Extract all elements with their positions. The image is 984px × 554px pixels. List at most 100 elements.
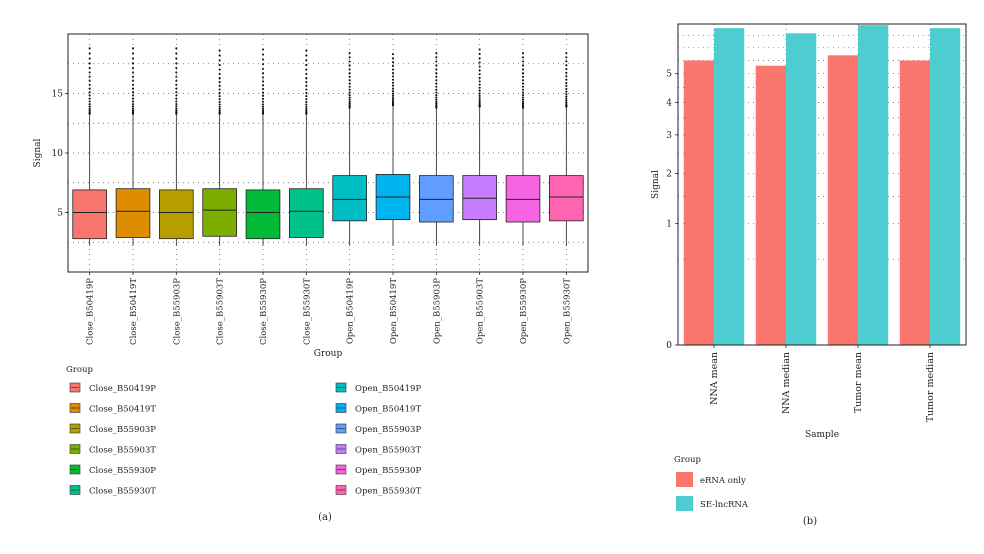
box-outlier bbox=[348, 79, 351, 82]
box-outlier bbox=[521, 102, 525, 105]
box-outlier bbox=[348, 60, 351, 63]
box-outlier bbox=[305, 100, 308, 104]
box-Close_B55903P bbox=[159, 189, 194, 240]
box-outlier bbox=[521, 75, 525, 78]
box-outlier bbox=[391, 92, 395, 95]
box-outlier bbox=[391, 72, 395, 75]
box-outlier bbox=[391, 90, 395, 93]
box-outlier bbox=[478, 80, 481, 83]
legend-label: Open_B55930T bbox=[355, 487, 421, 497]
box-outlier bbox=[175, 52, 178, 55]
box-outlier bbox=[131, 71, 135, 74]
legend-label: Open_B50419P bbox=[355, 384, 421, 394]
box-outlier bbox=[348, 82, 351, 85]
legend-label: Open_B55903T bbox=[355, 446, 421, 456]
box-outlier bbox=[305, 111, 308, 114]
box-outlier bbox=[348, 68, 351, 71]
box-outlier bbox=[391, 94, 395, 97]
box-outlier bbox=[218, 77, 221, 80]
box-outlier bbox=[88, 47, 91, 50]
box-outlier bbox=[391, 100, 395, 103]
box-Open_B55930T bbox=[549, 175, 584, 222]
bar-SE-lncRNA-Tumor median bbox=[930, 28, 961, 345]
box-outlier bbox=[435, 102, 438, 105]
box-outlier bbox=[175, 103, 178, 106]
box-outlier bbox=[391, 81, 395, 84]
x-tick-label: Close_B55930T bbox=[302, 278, 312, 345]
bar-SE-lncRNA-NNA median bbox=[786, 33, 817, 345]
box-outlier bbox=[435, 100, 438, 103]
box-outlier bbox=[175, 83, 178, 86]
box-outlier bbox=[175, 79, 178, 82]
box-outlier bbox=[305, 72, 308, 75]
box-outlier bbox=[478, 52, 481, 56]
box-outlier bbox=[218, 88, 221, 91]
box-outlier bbox=[131, 105, 135, 108]
box-outlier bbox=[88, 100, 91, 103]
box-outlier bbox=[88, 107, 91, 110]
legend-label: Close_B55903T bbox=[89, 446, 156, 456]
box-outlier bbox=[261, 53, 265, 56]
box-outlier bbox=[88, 94, 91, 97]
box-outlier bbox=[175, 87, 178, 90]
box-outlier bbox=[435, 72, 438, 75]
box-outlier bbox=[565, 60, 568, 63]
box-outlier bbox=[565, 102, 568, 106]
box-outlier bbox=[565, 93, 568, 96]
box-outlier bbox=[435, 60, 438, 63]
box-outlier bbox=[391, 61, 395, 64]
box-outlier bbox=[348, 100, 351, 103]
bar-SE-lncRNA-Tumor mean bbox=[858, 25, 889, 345]
box-outlier bbox=[521, 96, 525, 99]
legend-title: Group bbox=[674, 455, 701, 465]
box-outlier bbox=[478, 76, 481, 79]
box-outlier bbox=[478, 73, 481, 76]
box-outlier bbox=[261, 105, 265, 108]
x-tick-label: Close_B55903T bbox=[216, 278, 226, 345]
box-outlier bbox=[218, 91, 221, 94]
box-outlier bbox=[131, 57, 135, 60]
bar-eRNA only-Tumor median bbox=[899, 60, 930, 345]
legend-label: Open_B55903P bbox=[355, 425, 421, 435]
box-outlier bbox=[348, 102, 351, 105]
box-outlier bbox=[218, 54, 221, 57]
box-outlier bbox=[305, 88, 308, 91]
box-outlier bbox=[88, 87, 91, 90]
box-outlier bbox=[478, 102, 481, 105]
box-outlier bbox=[175, 71, 178, 74]
box-outlier bbox=[131, 100, 135, 103]
box-outlier bbox=[305, 68, 308, 71]
x-tick-label: NNA mean bbox=[709, 352, 720, 405]
x-tick-label: Open_B50419P bbox=[346, 278, 356, 344]
box-outlier bbox=[565, 71, 568, 74]
box-outlier bbox=[261, 76, 265, 79]
panel-b-barchart: 0 1 2 3 4 5 Signal NNA mean NNA median Tumor mean… bbox=[651, 23, 967, 527]
box-outlier bbox=[348, 91, 351, 94]
box-outlier bbox=[88, 83, 91, 86]
box-outlier bbox=[565, 68, 568, 71]
box-Close_B50419P bbox=[72, 189, 107, 240]
legend-label: eRNA only bbox=[700, 476, 746, 486]
box-outlier bbox=[131, 94, 135, 97]
box-outlier bbox=[521, 82, 525, 85]
box-outlier bbox=[348, 75, 351, 78]
box-outlier bbox=[88, 103, 91, 106]
box-outlier bbox=[521, 68, 525, 71]
box-outlier bbox=[478, 97, 481, 100]
box-outlier bbox=[88, 75, 91, 78]
box-outlier bbox=[218, 64, 221, 67]
box-outlier bbox=[521, 64, 525, 67]
box-outlier bbox=[478, 83, 481, 86]
panel-a-boxplot: 5 10 15 Signal Close_B50419P Close_B50419T Clo… bbox=[33, 33, 589, 523]
box-outlier bbox=[391, 68, 395, 71]
box-outlier bbox=[218, 59, 221, 62]
box-outlier bbox=[521, 100, 525, 103]
box-outlier bbox=[565, 95, 568, 98]
legend-label: Close_B55930T bbox=[89, 487, 156, 497]
box-outlier bbox=[435, 94, 438, 97]
y-tick-label: 5 bbox=[57, 209, 63, 219]
box-outlier bbox=[88, 91, 91, 94]
box-outlier bbox=[391, 78, 395, 81]
box-outlier bbox=[261, 72, 265, 75]
